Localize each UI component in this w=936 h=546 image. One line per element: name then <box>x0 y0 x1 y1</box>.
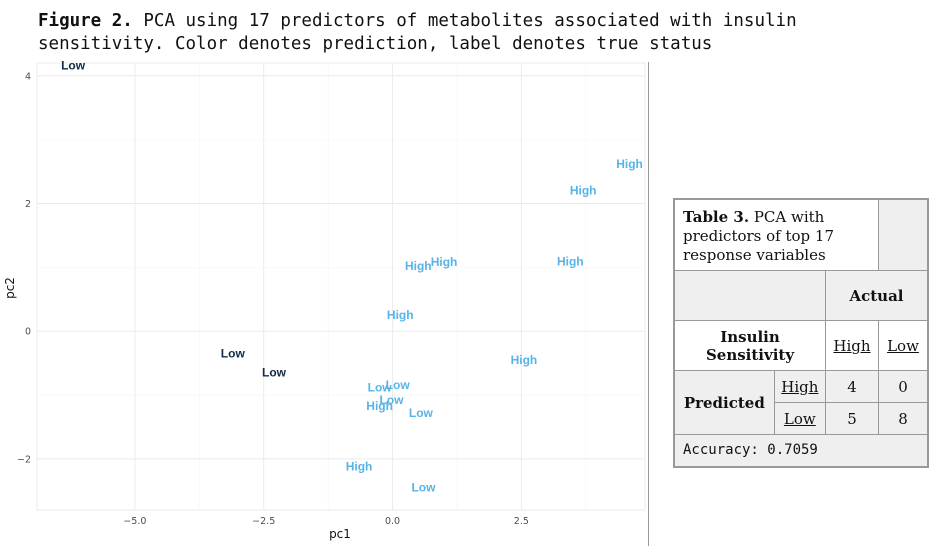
point-label: Low <box>411 481 436 495</box>
row-group-label: Insulin Sensitivity <box>673 320 826 371</box>
table-caption: Table 3. PCA with predictors of top 17 r… <box>673 198 879 271</box>
panel-divider <box>648 62 649 546</box>
plot-panel <box>36 62 646 511</box>
predicted-high-header: High <box>773 370 827 403</box>
point-label: High <box>387 308 414 322</box>
y-tick-label: 0 <box>25 327 31 338</box>
actual-low-header: Low <box>878 320 929 371</box>
predicted-label: Predicted <box>673 370 775 435</box>
point-label: High <box>616 157 643 171</box>
point-label: Low <box>409 406 434 420</box>
point-label: Low <box>262 366 287 380</box>
table-label: Table 3. <box>683 208 750 226</box>
table-title: PCA with predictors of top 17 response v… <box>683 208 835 264</box>
point-label: High <box>346 460 373 474</box>
x-tick-label: −5.0 <box>123 516 146 527</box>
point-label: High <box>431 255 458 269</box>
accuracy-text: Accuracy: 0.7059 <box>673 434 929 467</box>
point-label: Low <box>221 347 246 361</box>
actual-header: Actual <box>825 270 929 321</box>
cell-high-low: 0 <box>878 370 929 403</box>
cell-low-high: 5 <box>825 402 879 435</box>
cell-low-low: 8 <box>878 402 929 435</box>
grid-lines <box>36 62 646 511</box>
point-label: High <box>366 399 393 413</box>
x-tick-label: 2.5 <box>514 516 529 527</box>
y-tick-label: 2 <box>25 199 31 210</box>
empty-header-cell <box>673 270 826 321</box>
point-label: Low <box>386 378 411 392</box>
point-label: Low <box>379 393 404 407</box>
y-tick-label: −2 <box>17 454 31 465</box>
axis-ticks: −5.0 −2.5 0.0 2.5 −2 0 2 4 <box>17 71 529 527</box>
x-tick-label: 0.0 <box>385 516 400 527</box>
actual-high-header: High <box>825 320 879 371</box>
point-label: High <box>570 184 597 198</box>
x-axis-label: pc1 <box>329 527 351 541</box>
figure-caption-text: PCA using 17 predictors of metabolites a… <box>38 11 797 54</box>
y-axis-label: pc2 <box>3 277 17 299</box>
figure-caption: Figure 2. PCA using 17 predictors of met… <box>38 10 918 56</box>
point-label: High <box>405 259 432 273</box>
point-label: High <box>511 353 538 367</box>
cell-high-high: 4 <box>825 370 879 403</box>
x-tick-label: −2.5 <box>252 516 275 527</box>
y-tick-label: 4 <box>25 71 31 82</box>
predicted-low-header: Low <box>773 402 827 435</box>
point-label: Low <box>368 380 393 394</box>
confusion-matrix-table: Table 3. PCA with predictors of top 17 r… <box>673 198 929 468</box>
point-label: High <box>557 255 584 269</box>
figure-label: Figure 2. <box>38 11 133 31</box>
point-label: Low <box>61 59 86 73</box>
